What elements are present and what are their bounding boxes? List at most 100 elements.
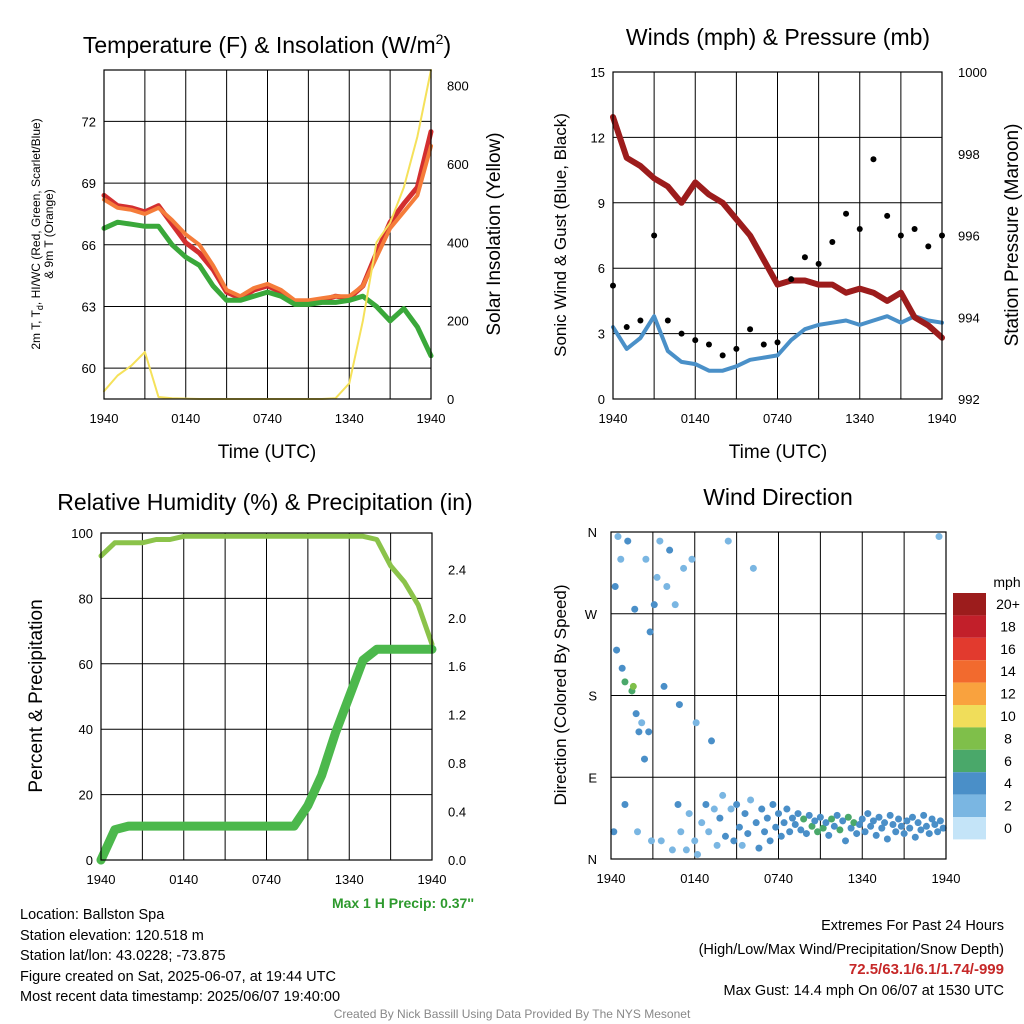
y-right-tick-label: 1.6 <box>448 659 466 674</box>
direction-point <box>624 537 632 545</box>
direction-point <box>749 564 757 572</box>
direction-point <box>922 822 930 830</box>
direction-point <box>889 820 897 828</box>
direction-point <box>775 810 782 818</box>
temperature-tick-labels: 1940 0140 0740 1340 1940 60 63 66 69 72 0 200 400 600… <box>82 79 469 426</box>
humidity-series <box>96 533 437 865</box>
direction-point <box>766 837 774 845</box>
direction-point <box>828 815 836 823</box>
credit-line: Created By Nick Bassill Using Data Provi… <box>333 1007 691 1021</box>
direction-point <box>814 828 822 836</box>
y-right-tick-label: 998 <box>958 147 980 162</box>
temperature-xlabel: Time (UTC) <box>218 442 317 463</box>
y-tick-label: 0 <box>598 392 605 407</box>
y-tick-label: 60 <box>79 657 93 672</box>
y-right-tick-label: 996 <box>958 229 980 244</box>
colorbar-label: 14 <box>1000 663 1016 679</box>
direction-point <box>660 682 668 690</box>
gust-point <box>664 317 671 324</box>
direction-point <box>744 830 752 838</box>
x-tick-label: 0140 <box>169 872 198 887</box>
direction-point <box>791 820 799 828</box>
colorbar-label: 18 <box>1000 618 1016 634</box>
recent-timestamp: Most recent data timestamp: 2025/06/07 1… <box>20 989 341 1005</box>
direction-title: Wind Direction <box>703 484 853 510</box>
colorbar-label: 12 <box>1000 686 1016 702</box>
gust-point <box>747 326 754 333</box>
y-tick-label: 15 <box>591 65 605 80</box>
colorbar-swatch <box>953 593 986 616</box>
direction-point <box>886 811 894 819</box>
direction-point <box>614 533 622 541</box>
x-tick-label: 0140 <box>681 411 710 426</box>
direction-point <box>646 628 654 636</box>
x-tick-label: 1940 <box>599 411 628 426</box>
max-gust: Max Gust: 14.4 mph On 06/07 at 1530 UTC <box>723 982 1004 999</box>
direction-point <box>897 822 905 830</box>
x-tick-label: 1340 <box>845 411 874 426</box>
direction-point <box>833 811 841 819</box>
direction-point <box>724 537 732 545</box>
direction-point <box>663 583 671 590</box>
direction-point <box>721 832 729 840</box>
series-line <box>101 219 434 359</box>
direction-point <box>691 837 699 845</box>
direction-point <box>632 710 640 718</box>
y-tick-label: S <box>588 689 597 704</box>
direction-point <box>713 841 721 849</box>
colorbar-title: mph <box>993 574 1020 590</box>
direction-point <box>653 573 661 581</box>
humidity-panel: Relative Humidity (%) & Precipitation (i… <box>26 489 473 887</box>
direction-point <box>645 728 653 736</box>
colorbar-swatch <box>953 682 986 705</box>
direction-point <box>692 719 700 727</box>
direction-point <box>674 801 682 808</box>
gust-point <box>815 260 822 267</box>
y-right-tick-label: 0.4 <box>448 805 466 820</box>
series-line <box>611 314 944 373</box>
direction-point <box>634 828 642 836</box>
direction-point <box>647 837 655 845</box>
y-right-tick-label: 1.2 <box>448 708 466 723</box>
direction-point <box>935 533 943 541</box>
gust-point <box>623 324 630 331</box>
y-tick-label: E <box>588 770 597 785</box>
temperature-ylabel-line2: & 9m T (Orange) <box>42 189 56 279</box>
gust-point <box>897 232 904 239</box>
direction-point <box>642 555 650 563</box>
gust-point <box>733 345 740 352</box>
extremes-block: Extremes For Past 24 Hours (High/Low/Max… <box>584 916 1004 1001</box>
gust-point <box>801 254 808 261</box>
direction-point <box>730 837 738 845</box>
y-right-tick-label: 600 <box>447 157 469 172</box>
direction-point <box>763 814 771 822</box>
winds-title: Winds (mph) & Pressure (mb) <box>626 24 930 50</box>
gust-point <box>870 156 877 163</box>
y-tick-label: 6 <box>598 261 605 276</box>
direction-point <box>872 831 880 839</box>
direction-point <box>906 824 914 832</box>
direction-point <box>883 835 891 843</box>
y-right-tick-label: 2.0 <box>448 611 466 626</box>
y-right-tick-label: 200 <box>447 314 469 329</box>
colorbar-swatch <box>953 727 986 750</box>
direction-point <box>934 828 942 836</box>
direction-point <box>914 819 922 827</box>
direction-point <box>727 805 735 813</box>
winds-panel: Winds (mph) & Pressure (mb) 1940 0140 0740… <box>551 24 1023 463</box>
y-tick-label: 40 <box>79 722 93 737</box>
colorbar-label: 0 <box>1004 820 1012 836</box>
x-tick-label: 0740 <box>252 872 281 887</box>
colorbar-swatch <box>953 615 986 638</box>
direction-point <box>808 822 816 830</box>
direction-point <box>842 837 849 845</box>
winds-tick-labels: 1940 0140 0740 1340 1940 0 3 6 9 12 15 992 994 996 998… <box>591 65 987 426</box>
direction-point <box>892 828 900 836</box>
direction-point <box>611 583 619 590</box>
direction-point <box>617 555 625 563</box>
y-tick-label: 3 <box>598 327 605 342</box>
direction-point <box>794 810 802 818</box>
direction-point <box>702 801 710 808</box>
y-tick-label: 66 <box>82 238 96 253</box>
